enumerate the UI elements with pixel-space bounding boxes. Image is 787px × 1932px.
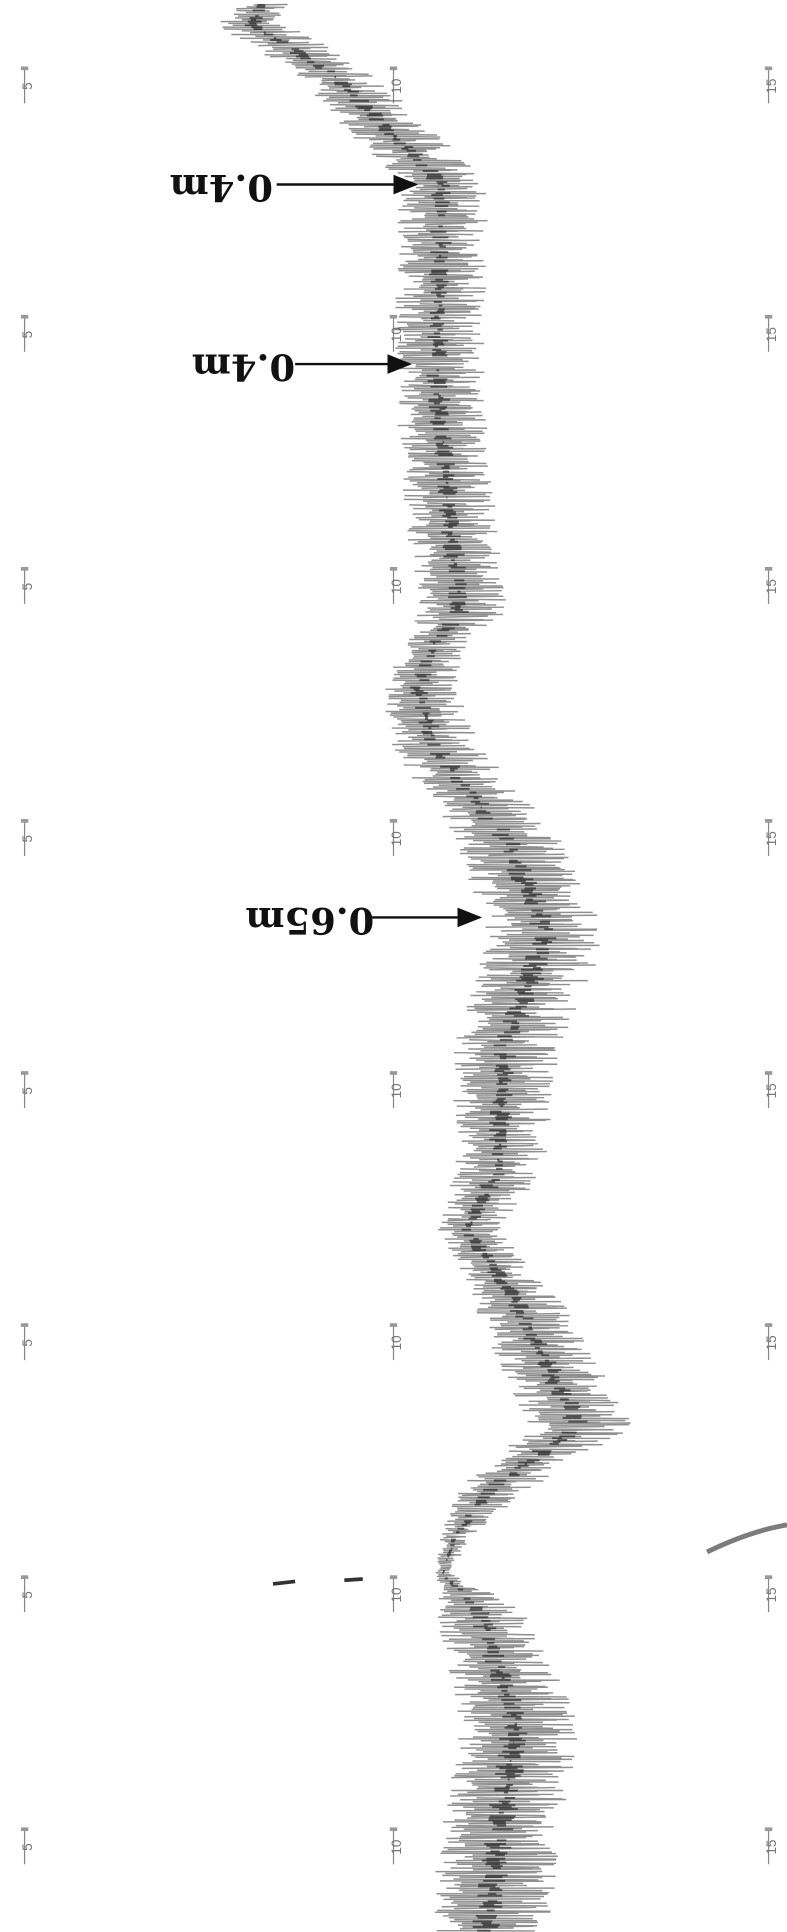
scale-label: 15 <box>764 579 779 594</box>
scale-label: 10 <box>389 327 404 342</box>
annotation: 0.65m <box>245 899 374 943</box>
scale-label: 5 <box>20 82 35 90</box>
scale-label: 10 <box>389 831 404 846</box>
scale-dash <box>764 566 773 571</box>
annotation: 0.4m <box>192 346 295 390</box>
scale-label: 10 <box>389 1335 404 1350</box>
scale-dash <box>764 819 773 823</box>
scale-dash <box>20 66 29 71</box>
scale-dash <box>389 314 398 319</box>
scale-dash <box>20 1071 29 1075</box>
scale-label: 5 <box>20 1087 35 1095</box>
scale-dash <box>20 819 29 823</box>
scale-dash <box>20 1323 29 1327</box>
scale-dash <box>764 1575 773 1579</box>
scale-label: 5 <box>20 1591 35 1599</box>
scale-label: 15 <box>764 831 779 846</box>
scale-dash <box>389 1827 398 1832</box>
scale-marks: 5 10 15 5 10 15 5 10 15 5 10 15 5 10 15 5 10 15 5 10 15 5 10 15 <box>20 66 779 1865</box>
scale-dash <box>20 1575 29 1579</box>
scale-dash <box>764 1323 773 1327</box>
echo-trace-core <box>244 4 588 1932</box>
scale-dash <box>389 66 398 71</box>
scale-label: 10 <box>389 1840 404 1855</box>
scale-label: 15 <box>764 1840 779 1855</box>
scale-dash <box>764 1827 773 1832</box>
side-echo <box>705 1522 787 1555</box>
scale-dash <box>20 314 29 319</box>
scale-label: 10 <box>389 79 404 94</box>
scale-dash <box>764 66 773 71</box>
scale-dash <box>20 566 29 571</box>
scale-label: 5 <box>20 1339 35 1347</box>
scale-dash <box>389 1071 398 1075</box>
annotation: 0.4m <box>170 166 273 210</box>
scale-label: 10 <box>389 1587 404 1602</box>
scale-dash <box>764 314 773 319</box>
scale-dash <box>389 566 398 571</box>
scale-label: 5 <box>20 331 35 339</box>
fragment <box>272 1577 363 1586</box>
scale-label: 15 <box>764 1587 779 1602</box>
scale-label: 10 <box>389 579 404 594</box>
scale-label: 10 <box>389 1083 404 1098</box>
scale-label: 15 <box>764 327 779 342</box>
scale-dash <box>764 1071 773 1075</box>
scale-dash <box>20 1827 29 1832</box>
scale-label: 15 <box>764 79 779 94</box>
scale-label: 15 <box>764 1335 779 1350</box>
scale-label: 5 <box>20 835 35 843</box>
scale-dash <box>389 1323 398 1327</box>
scale-label: 15 <box>764 1083 779 1098</box>
scale-dash <box>389 819 398 823</box>
scale-dash <box>389 1575 398 1579</box>
scale-label: 5 <box>20 1843 35 1851</box>
scale-label: 5 <box>20 583 35 591</box>
